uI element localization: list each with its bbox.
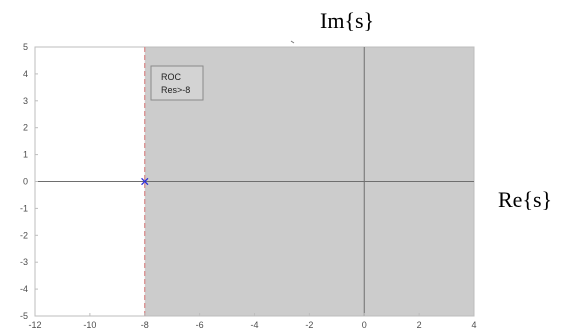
y-tick-label: -5 bbox=[20, 311, 28, 321]
x-tick-label: 2 bbox=[417, 320, 422, 330]
x-tick-labels: -12 -10 -8 -6 -4 -2 0 2 4 bbox=[28, 313, 477, 330]
y-axis-label: Im{s} bbox=[320, 8, 374, 33]
x-tick-label: -12 bbox=[28, 320, 41, 330]
pole-marker bbox=[141, 177, 149, 186]
y-tick-label: 0 bbox=[23, 177, 28, 187]
x-axis-label: Re{s} bbox=[498, 187, 552, 212]
x-tick-label: -6 bbox=[196, 320, 204, 330]
y-tick-label: 5 bbox=[23, 42, 28, 52]
y-tick-label: 4 bbox=[23, 69, 28, 79]
roc-annotation: ROC Res>-8 bbox=[150, 65, 204, 101]
y-tick-label: -4 bbox=[20, 284, 28, 294]
y-tick-label: 2 bbox=[23, 123, 28, 133]
x-tick-label: -10 bbox=[83, 320, 96, 330]
roc-annotation-title: ROC bbox=[161, 72, 182, 82]
y-tick-label: 3 bbox=[23, 96, 28, 106]
y-tick-label: -3 bbox=[20, 257, 28, 267]
small-mark bbox=[290, 40, 295, 44]
y-tick-labels: -5 -4 -3 -2 -1 0 1 2 3 4 5 bbox=[20, 42, 38, 321]
y-tick-label: 1 bbox=[23, 150, 28, 160]
pole-markers bbox=[141, 177, 149, 186]
x-tick-label: -8 bbox=[141, 320, 149, 330]
y-tick-label: -1 bbox=[20, 203, 28, 213]
roc-annotation-condition: Res>-8 bbox=[161, 85, 190, 95]
x-tick-label: -2 bbox=[305, 320, 313, 330]
x-tick-label: 0 bbox=[362, 320, 367, 330]
x-tick-label: -4 bbox=[250, 320, 258, 330]
x-tick-label: 4 bbox=[471, 320, 476, 330]
y-tick-label: -2 bbox=[20, 230, 28, 240]
